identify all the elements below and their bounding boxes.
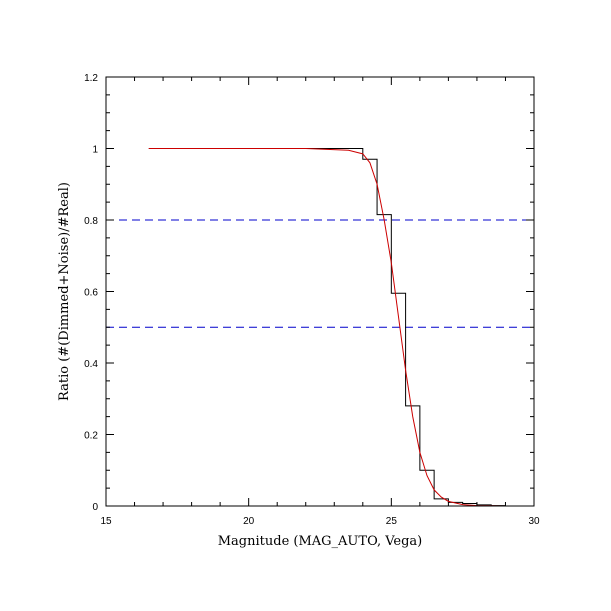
y-axis-label: Ratio (#(Dimmed+Noise)/#Real) xyxy=(57,182,72,401)
y-tick-label: 1 xyxy=(92,145,98,156)
y-tick-label: 0.2 xyxy=(84,431,98,442)
y-tick-label: 0 xyxy=(92,502,98,513)
x-tick-label: 25 xyxy=(386,516,398,527)
y-tick-label: 0.4 xyxy=(84,359,98,370)
x-tick-labels: 15 20 25 30 xyxy=(100,516,540,527)
fit-series-line xyxy=(148,148,534,507)
x-axis-label: Magnitude (MAG_AUTO, Vega) xyxy=(218,534,423,549)
y-tick-label: 1.2 xyxy=(84,73,98,84)
y-tick-label: 0.6 xyxy=(84,288,98,299)
y-tick-label: 0.8 xyxy=(84,216,98,227)
axis-ticks xyxy=(105,76,535,507)
x-tick-label: 15 xyxy=(100,516,112,527)
x-tick-label: 20 xyxy=(243,516,255,527)
x-tick-label: 30 xyxy=(528,516,540,527)
y-tick-labels: 0 0.2 0.4 0.6 0.8 1 1.2 xyxy=(84,73,98,513)
plot-frame xyxy=(105,76,535,507)
reference-lines xyxy=(106,219,534,328)
